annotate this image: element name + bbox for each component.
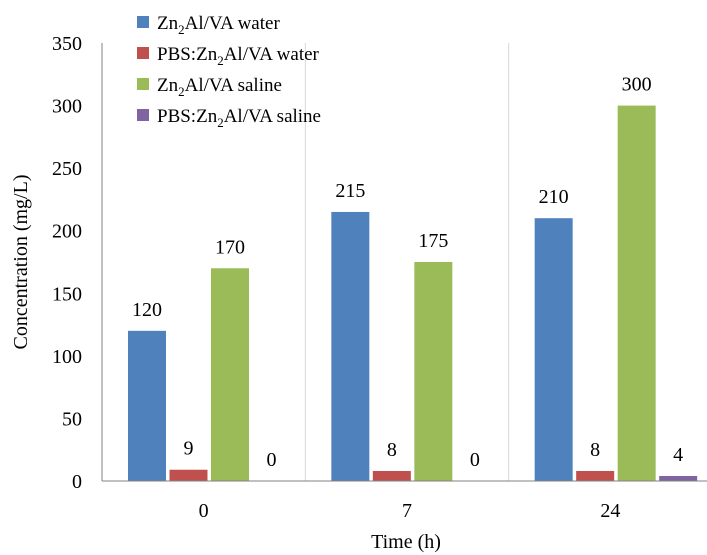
y-tick-label: 100 xyxy=(52,346,82,368)
bar xyxy=(331,211,370,481)
bar xyxy=(128,330,166,481)
data-labels: 120 215 210 9 8 8 170 175 300 0 0 4 xyxy=(132,74,683,471)
bar xyxy=(372,470,411,481)
legend-swatch xyxy=(137,109,149,121)
legend-label: PBS:Zn2Al/VA saline xyxy=(157,106,321,130)
legend-item: PBS:Zn2Al/VA water xyxy=(137,44,320,68)
data-label: 9 xyxy=(184,438,194,460)
bar xyxy=(659,475,698,481)
data-label: 0 xyxy=(267,449,277,471)
y-tick-label: 150 xyxy=(52,283,82,305)
data-label: 210 xyxy=(539,186,569,208)
bar xyxy=(576,470,615,481)
data-label: 215 xyxy=(335,180,365,202)
legend-label: Zn2Al/VA water xyxy=(157,13,280,37)
data-label: 120 xyxy=(132,299,162,321)
data-label: 8 xyxy=(590,439,600,461)
x-tick-label: 7 xyxy=(402,500,412,522)
data-label: 8 xyxy=(387,439,397,461)
bar xyxy=(617,105,656,482)
y-axis-title: Concentration (mg/L) xyxy=(10,175,32,350)
legend: Zn2Al/VA water PBS:Zn2Al/VA water Zn2Al/VA… xyxy=(137,13,321,130)
y-tick-label: 250 xyxy=(52,158,82,180)
legend-swatch xyxy=(137,16,149,28)
bar xyxy=(414,262,453,481)
axes: 0 50 100 150 200 250 300 350 0 7 24 xyxy=(52,33,707,522)
legend-item: Zn2Al/VA water xyxy=(137,13,280,37)
legend-label: Zn2Al/VA saline xyxy=(157,75,282,99)
data-label: 4 xyxy=(673,444,683,466)
gridlines xyxy=(304,43,510,481)
bars xyxy=(128,105,698,482)
y-tick-label: 0 xyxy=(72,471,82,493)
legend-swatch xyxy=(137,47,149,59)
x-tick-label: 24 xyxy=(600,500,620,522)
x-axis-title: Time (h) xyxy=(371,531,441,553)
data-label: 0 xyxy=(470,449,480,471)
bar xyxy=(534,218,573,481)
y-tick-label: 200 xyxy=(52,221,82,243)
y-tick-label: 350 xyxy=(52,33,82,55)
y-tick-label: 300 xyxy=(52,96,82,118)
legend-swatch xyxy=(137,78,149,90)
data-label: 175 xyxy=(418,230,448,252)
legend-label: PBS:Zn2Al/VA water xyxy=(157,44,320,68)
bar xyxy=(211,268,249,481)
y-tick-label: 50 xyxy=(62,408,82,430)
legend-item: Zn2Al/VA saline xyxy=(137,75,282,99)
data-label: 300 xyxy=(622,74,652,96)
bar xyxy=(169,469,208,481)
legend-item: PBS:Zn2Al/VA saline xyxy=(137,106,321,130)
x-tick-label: 0 xyxy=(199,500,209,522)
data-label: 170 xyxy=(215,236,245,258)
